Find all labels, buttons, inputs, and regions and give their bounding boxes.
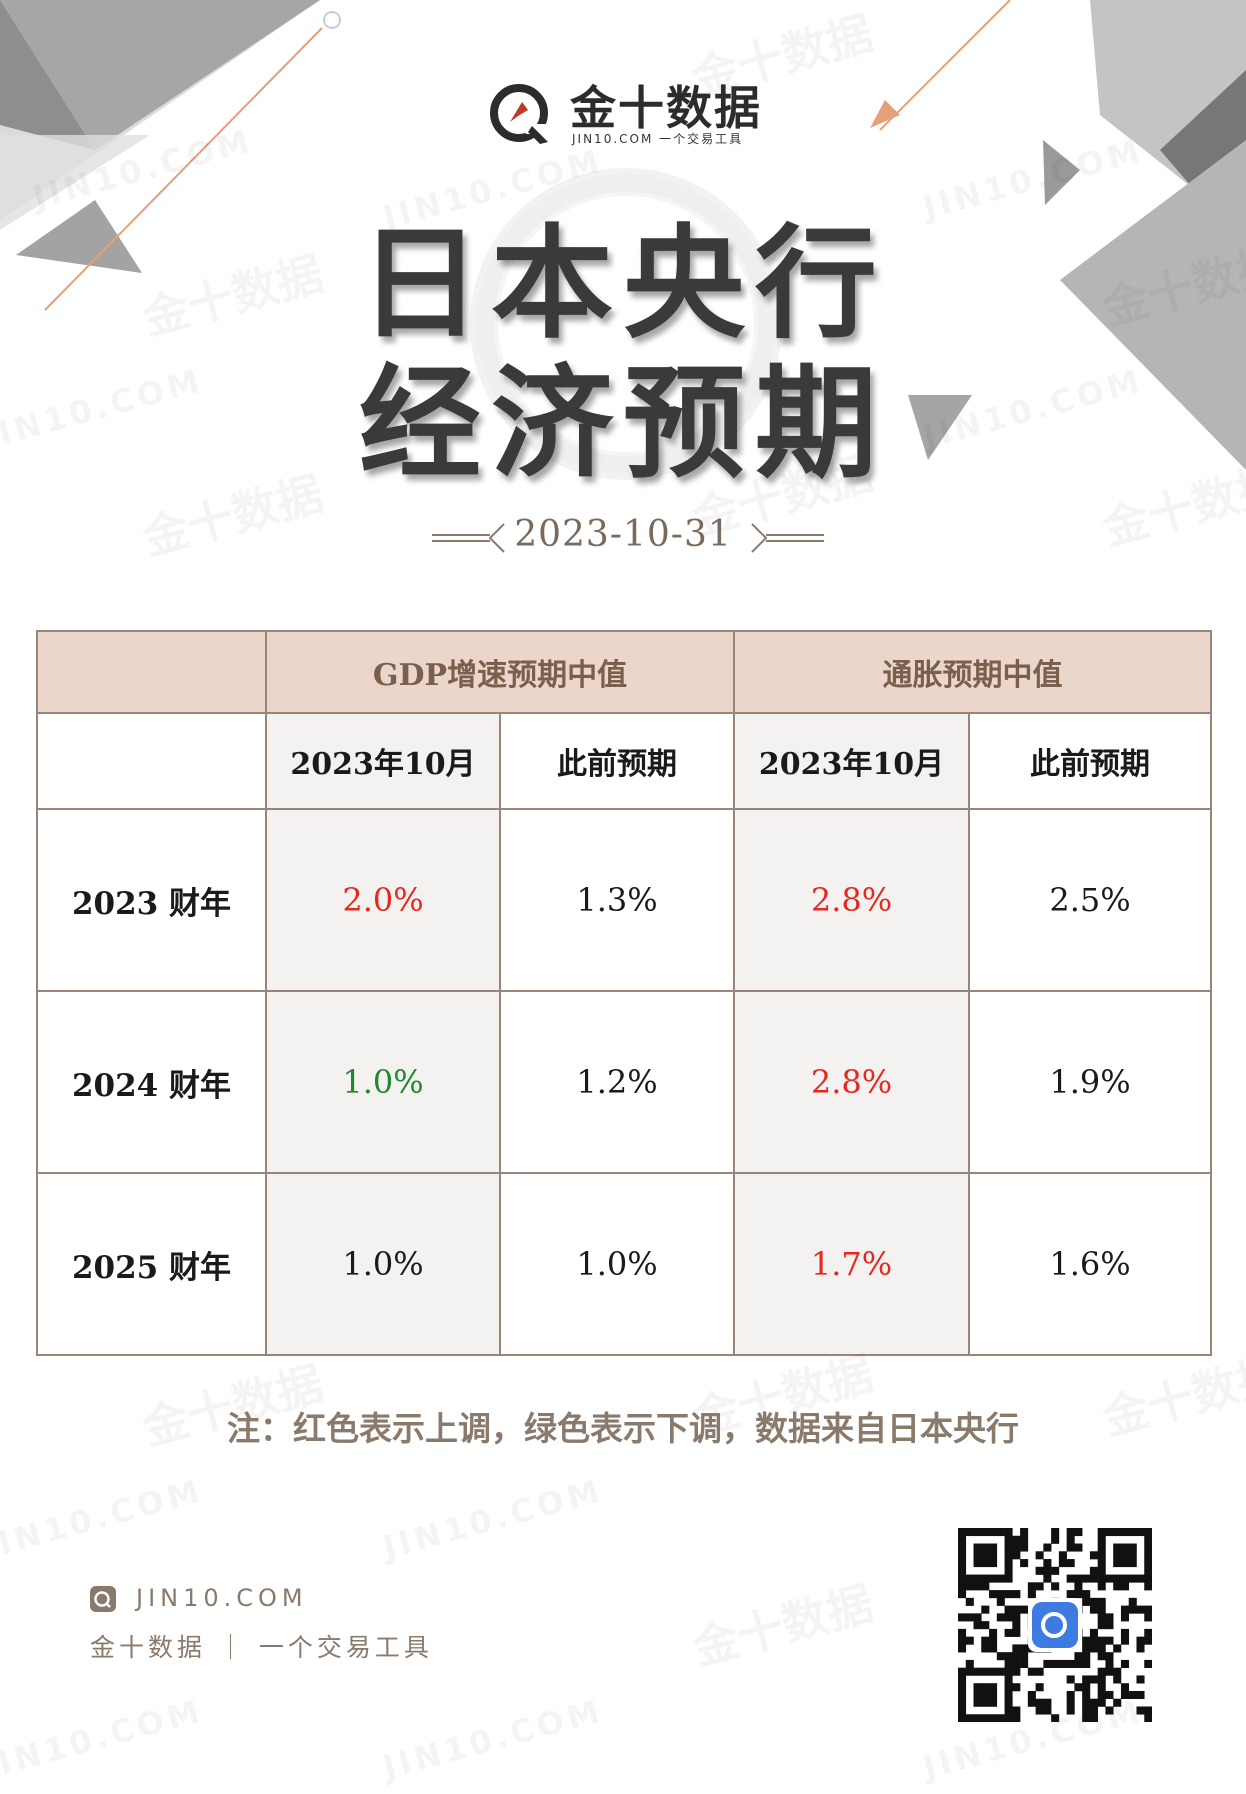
table-row: 2023 财年 2.0% 1.3% 2.8% 2.5% bbox=[36, 808, 1213, 992]
jin10-small-icon bbox=[90, 1586, 116, 1612]
footnote: 注：红色表示上调，绿色表示下调，数据来自日本央行 bbox=[227, 1409, 1019, 1448]
value-cell: 2.0% bbox=[265, 808, 501, 992]
row-label: 2024 财年 bbox=[36, 990, 267, 1174]
value-cell: 1.6% bbox=[968, 1172, 1213, 1356]
table-row: 2024 财年 1.0% 1.2% 2.8% 1.9% bbox=[36, 990, 1213, 1174]
row-label: 2023 财年 bbox=[36, 808, 267, 992]
footer-brand: 金十数据 ｜ 一个交易工具 bbox=[90, 1633, 433, 1662]
table-sub-header-row: 2023年10月 此前预期 2023年10月 此前预期 bbox=[36, 712, 1213, 810]
value-cell: 1.9% bbox=[968, 990, 1213, 1174]
table-row: 2025 财年 1.0% 1.0% 1.7% 1.6% bbox=[36, 1172, 1213, 1356]
value-cell: 1.0% bbox=[265, 990, 501, 1174]
date-row: 2023-10-31 bbox=[0, 514, 1246, 564]
jin10-logo-icon bbox=[490, 84, 548, 144]
sub-header-cpi-current: 2023年10月 bbox=[733, 712, 971, 810]
date-label: 2023-10-31 bbox=[514, 514, 732, 555]
value-cell: 1.2% bbox=[498, 990, 736, 1174]
sub-header-cpi-previous: 此前预期 bbox=[968, 712, 1213, 810]
table-corner-cell bbox=[36, 630, 267, 714]
value-cell: 2.8% bbox=[733, 808, 971, 992]
table-corner-cell bbox=[36, 712, 267, 810]
footer-site: JIN10.COM bbox=[136, 1584, 308, 1612]
forecast-table: GDP增速预期中值 通胀预期中值 2023年10月 此前预期 2023年10月 … bbox=[36, 630, 1213, 1356]
qr-code-icon[interactable] bbox=[958, 1528, 1152, 1722]
value-cell: 2.8% bbox=[733, 990, 971, 1174]
brand-logo: 金十数据 JIN10.COM 一个交易工具 bbox=[488, 78, 760, 150]
value-cell: 1.0% bbox=[498, 1172, 736, 1356]
brand-tagline: JIN10.COM 一个交易工具 bbox=[572, 132, 744, 146]
value-cell: 2.5% bbox=[968, 808, 1213, 992]
ornament-right-icon bbox=[751, 523, 824, 553]
sub-header-gdp-previous: 此前预期 bbox=[498, 712, 736, 810]
gdp-group-header: GDP增速预期中值 bbox=[264, 630, 736, 714]
value-cell: 1.3% bbox=[498, 808, 736, 992]
row-label: 2025 财年 bbox=[36, 1172, 267, 1356]
table-group-header-row: GDP增速预期中值 通胀预期中值 bbox=[36, 630, 1213, 714]
brand-name: 金十数据 bbox=[570, 81, 762, 135]
page-title-line-1: 日本央行 bbox=[359, 211, 887, 355]
sub-header-gdp-current: 2023年10月 bbox=[265, 712, 501, 810]
ornament-left-icon bbox=[432, 523, 505, 553]
value-cell: 1.0% bbox=[265, 1172, 501, 1356]
seal-emblem bbox=[470, 168, 782, 480]
inflation-group-header: 通胀预期中值 bbox=[733, 630, 1213, 714]
page-title-line-2: 经济预期 bbox=[359, 351, 887, 495]
value-cell: 1.7% bbox=[733, 1172, 971, 1356]
